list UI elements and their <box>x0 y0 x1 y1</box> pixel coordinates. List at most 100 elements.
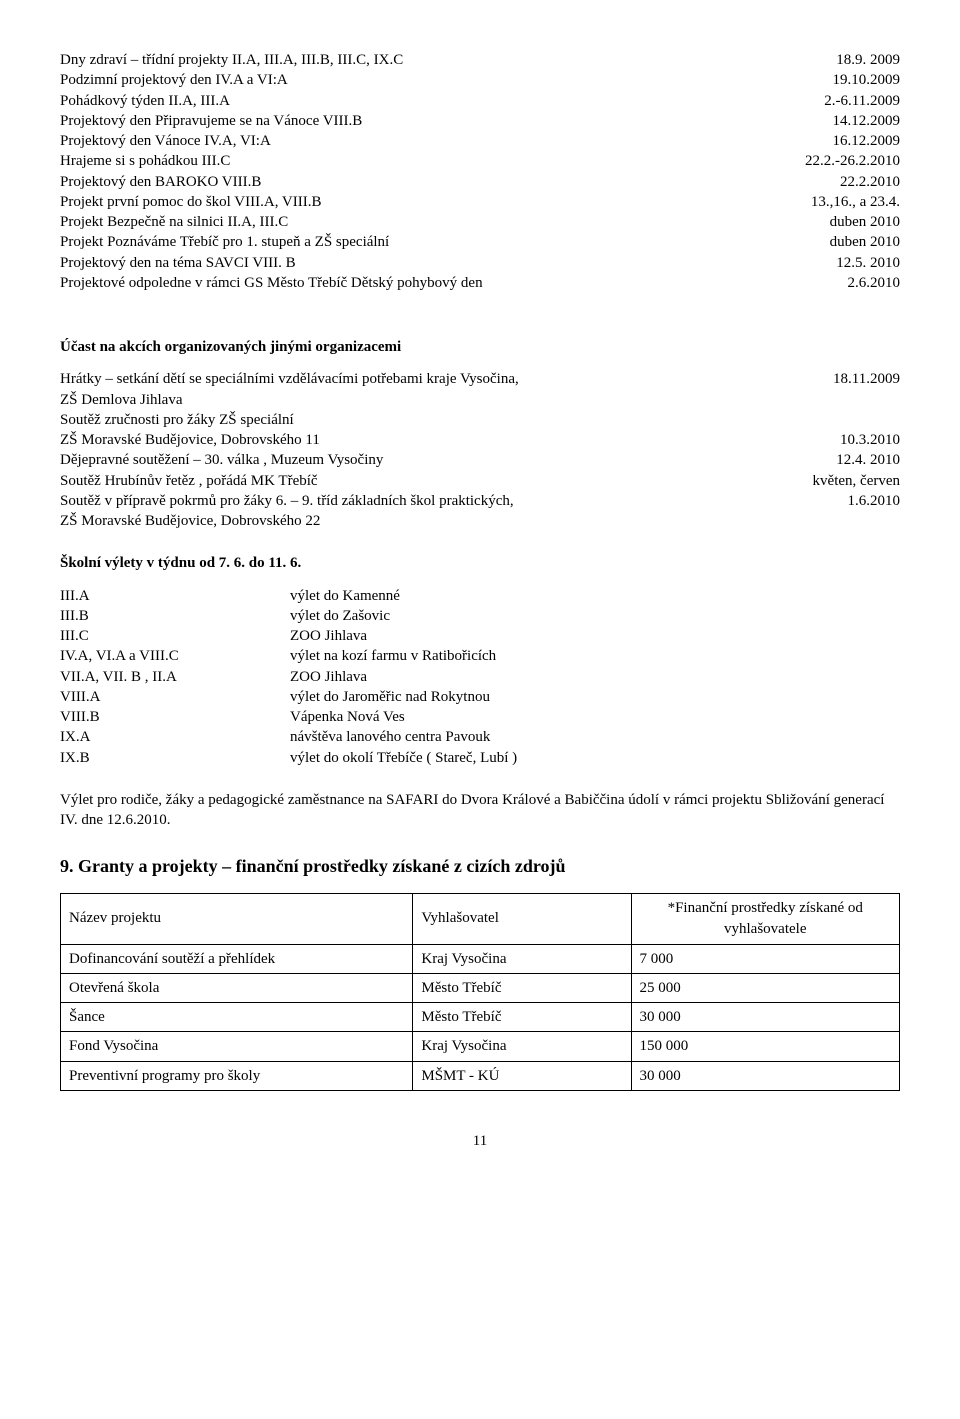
page-number: 11 <box>60 1131 900 1151</box>
list-row: ZŠ Moravské Budějovice, Dobrovského 22 <box>60 511 900 531</box>
table-cell: Město Třebíč <box>413 1003 631 1032</box>
row-label: Soutěž Hrubínův řetěz , pořádá MK Třebíč <box>60 471 783 491</box>
row-date <box>870 410 900 430</box>
trip-row: III.CZOO Jihlava <box>60 626 900 646</box>
row-date: 2.-6.11.2009 <box>794 91 900 111</box>
row-label: Hrajeme si s pohádkou III.C <box>60 151 775 171</box>
row-label: Projektový den BAROKO VIII.B <box>60 172 810 192</box>
row-date: 18.9. 2009 <box>806 50 900 70</box>
trip-class: VIII.A <box>60 687 290 707</box>
trip-row: VIII.Avýlet do Jaroměřic nad Rokytnou <box>60 687 900 707</box>
row-date: 12.5. 2010 <box>806 253 900 273</box>
trip-row: IX.Bvýlet do okolí Třebíče ( Stareč, Lub… <box>60 748 900 768</box>
row-label: ZŠ Moravské Budějovice, Dobrovského 11 <box>60 430 810 450</box>
row-date: květen, červen <box>783 471 900 491</box>
table-row: Dofinancování soutěží a přehlídekKraj Vy… <box>61 944 900 973</box>
table-cell: 30 000 <box>631 1003 900 1032</box>
row-label: Projektový den na téma SAVCI VIII. B <box>60 253 806 273</box>
row-date: duben 2010 <box>800 212 900 232</box>
row-label: Dějepravné soutěžení – 30. válka , Muzeu… <box>60 450 806 470</box>
table-row: Otevřená školaMěsto Třebíč25 000 <box>61 973 900 1002</box>
table-cell: Preventivní programy pro školy <box>61 1061 413 1090</box>
list-row: Dějepravné soutěžení – 30. válka , Muzeu… <box>60 450 900 470</box>
list-row: Projektový den BAROKO VIII.B22.2.2010 <box>60 172 900 192</box>
row-date: 12.4. 2010 <box>806 450 900 470</box>
list-row: Hrajeme si s pohádkou III.C22.2.-26.2.20… <box>60 151 900 171</box>
row-date <box>870 390 900 410</box>
trip-class: VIII.B <box>60 707 290 727</box>
list-row: Soutěž v přípravě pokrmů pro žáky 6. – 9… <box>60 491 900 511</box>
row-label: ZŠ Demlova Jihlava <box>60 390 870 410</box>
row-date <box>870 511 900 531</box>
grants-col-name: Název projektu <box>61 893 413 944</box>
list-row: Pohádkový týden II.A, III.A2.-6.11.2009 <box>60 91 900 111</box>
row-date: duben 2010 <box>800 232 900 252</box>
list-row: Soutěž Hrubínův řetěz , pořádá MK Třebíč… <box>60 471 900 491</box>
table-row: ŠanceMěsto Třebíč30 000 <box>61 1003 900 1032</box>
table-cell: 7 000 <box>631 944 900 973</box>
table-cell: 150 000 <box>631 1032 900 1061</box>
trip-destination: výlet do okolí Třebíče ( Stareč, Lubí ) <box>290 748 900 768</box>
trip-destination: výlet na kozí farmu v Ratibořicích <box>290 646 900 666</box>
grants-col-announcer: Vyhlašovatel <box>413 893 631 944</box>
row-label: Projekt Poznáváme Třebíč pro 1. stupeň a… <box>60 232 800 252</box>
trip-row: VIII.BVápenka Nová Ves <box>60 707 900 727</box>
trip-destination: Vápenka Nová Ves <box>290 707 900 727</box>
list-row: Podzimní projektový den IV.A a VI:A19.10… <box>60 70 900 90</box>
trip-destination: výlet do Zašovic <box>290 606 900 626</box>
row-label: Pohádkový týden II.A, III.A <box>60 91 794 111</box>
participation-heading: Účast na akcích organizovaných jinými or… <box>60 337 900 357</box>
list-row: Soutěž zručnosti pro žáky ZŠ speciální <box>60 410 900 430</box>
row-date: 18.11.2009 <box>803 369 900 389</box>
table-cell: Dofinancování soutěží a přehlídek <box>61 944 413 973</box>
trip-row: III.Bvýlet do Zašovic <box>60 606 900 626</box>
row-label: Soutěž v přípravě pokrmů pro žáky 6. – 9… <box>60 491 818 511</box>
trip-destination: výlet do Jaroměřic nad Rokytnou <box>290 687 900 707</box>
safari-paragraph: Výlet pro rodiče, žáky a pedagogické zam… <box>60 790 900 831</box>
grants-col-funds: *Finanční prostředky získané od vyhlašov… <box>631 893 900 944</box>
trip-class: III.C <box>60 626 290 646</box>
row-date: 1.6.2010 <box>818 491 901 511</box>
grants-table: Název projektu Vyhlašovatel *Finanční pr… <box>60 893 900 1091</box>
table-cell: Fond Vysočina <box>61 1032 413 1061</box>
list-row: Projekt Poznáváme Třebíč pro 1. stupeň a… <box>60 232 900 252</box>
row-date: 2.6.2010 <box>818 273 901 293</box>
participation-list: Hrátky – setkání dětí se speciálními vzd… <box>60 369 900 531</box>
trip-class: VII.A, VII. B , II.A <box>60 667 290 687</box>
row-date: 14.12.2009 <box>803 111 901 131</box>
row-date: 22.2.-26.2.2010 <box>775 151 900 171</box>
list-row: Hrátky – setkání dětí se speciálními vzd… <box>60 369 900 389</box>
trip-row: IX.Anávštěva lanového centra Pavouk <box>60 727 900 747</box>
list-row: ZŠ Moravské Budějovice, Dobrovského 1110… <box>60 430 900 450</box>
row-date: 19.10.2009 <box>803 70 901 90</box>
trip-row: VII.A, VII. B , II.AZOO Jihlava <box>60 667 900 687</box>
list-row: Dny zdraví – třídní projekty II.A, III.A… <box>60 50 900 70</box>
trip-class: IX.A <box>60 727 290 747</box>
table-cell: Město Třebíč <box>413 973 631 1002</box>
table-cell: Otevřená škola <box>61 973 413 1002</box>
trips-list: III.Avýlet do KamennéIII.Bvýlet do Zašov… <box>60 586 900 768</box>
list-row: Projektový den Připravujeme se na Vánoce… <box>60 111 900 131</box>
row-label: Projektový den Připravujeme se na Vánoce… <box>60 111 803 131</box>
trip-class: IV.A, VI.A a VIII.C <box>60 646 290 666</box>
row-label: Projekt Bezpečně na silnici II.A, III.C <box>60 212 800 232</box>
table-cell: 25 000 <box>631 973 900 1002</box>
table-row: Fond VysočinaKraj Vysočina150 000 <box>61 1032 900 1061</box>
trip-destination: návštěva lanového centra Pavouk <box>290 727 900 747</box>
row-label: ZŠ Moravské Budějovice, Dobrovského 22 <box>60 511 870 531</box>
table-cell: Kraj Vysočina <box>413 1032 631 1061</box>
trip-row: IV.A, VI.A a VIII.Cvýlet na kozí farmu v… <box>60 646 900 666</box>
row-date: 22.2.2010 <box>810 172 900 192</box>
list-row: Projektové odpoledne v rámci GS Město Tř… <box>60 273 900 293</box>
trip-class: IX.B <box>60 748 290 768</box>
row-label: Soutěž zručnosti pro žáky ZŠ speciální <box>60 410 870 430</box>
table-cell: Šance <box>61 1003 413 1032</box>
row-label: Projekt první pomoc do škol VIII.A, VIII… <box>60 192 781 212</box>
list-row: Projektový den Vánoce IV.A, VI:A16.12.20… <box>60 131 900 151</box>
projects-list: Dny zdraví – třídní projekty II.A, III.A… <box>60 50 900 293</box>
row-label: Projektový den Vánoce IV.A, VI:A <box>60 131 803 151</box>
list-row: Projektový den na téma SAVCI VIII. B12.5… <box>60 253 900 273</box>
grants-heading: 9. Granty a projekty – finanční prostřed… <box>60 854 900 878</box>
list-row: Projekt Bezpečně na silnici II.A, III.Cd… <box>60 212 900 232</box>
list-row: ZŠ Demlova Jihlava <box>60 390 900 410</box>
